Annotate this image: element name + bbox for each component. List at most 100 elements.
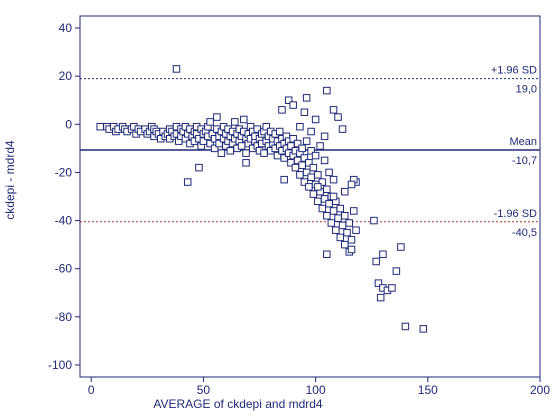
data-point (336, 233, 345, 242)
data-point (280, 154, 288, 162)
data-point (329, 207, 338, 215)
data-point (172, 65, 181, 73)
data-point (323, 250, 331, 259)
data-point (298, 144, 306, 153)
data-point (195, 163, 203, 172)
plot-frame (79, 15, 541, 378)
y-tick-label: -80 (55, 310, 73, 324)
data-point (296, 122, 304, 131)
data-point (327, 219, 336, 227)
data-point (302, 94, 311, 102)
x-tick-label: 50 (197, 383, 211, 397)
data-point (260, 149, 268, 157)
data-point (332, 226, 340, 234)
data-point (419, 325, 428, 333)
y-tick-label: 20 (59, 69, 73, 83)
x-axis-title: AVERAGE of ckdepi and mdrd4 (153, 397, 323, 411)
x-tick-label: 150 (418, 383, 438, 397)
data-point (226, 147, 235, 155)
reference-value-mean: -10,7 (512, 155, 537, 167)
data-point (341, 187, 349, 196)
data-point (314, 197, 322, 206)
data-point (300, 154, 309, 162)
data-point (280, 175, 288, 184)
data-point (206, 118, 214, 126)
data-point (329, 175, 338, 184)
data-point (305, 183, 313, 191)
data-point (309, 190, 318, 198)
data-point (298, 161, 306, 169)
data-point (311, 151, 320, 160)
data-point (370, 216, 378, 225)
data-point (240, 115, 248, 124)
data-point (275, 127, 284, 136)
y-tick-label: 0 (65, 117, 72, 131)
data-point (329, 106, 338, 114)
data-point (334, 214, 342, 222)
data-point (210, 144, 219, 153)
data-point (314, 183, 322, 191)
data-point (307, 127, 315, 136)
data-point (293, 139, 302, 148)
data-point (336, 204, 345, 213)
data-point (320, 156, 329, 165)
data-point (397, 243, 405, 251)
data-point (289, 134, 297, 143)
data-point (334, 113, 342, 121)
y-axis-title: ckdepi - mdrd4 (3, 140, 17, 220)
data-point (347, 180, 356, 189)
data-point (289, 101, 297, 109)
data-point (307, 147, 315, 155)
data-point (323, 212, 331, 220)
data-point (278, 106, 286, 114)
reference-value-sd-lower: -40,5 (512, 227, 537, 239)
data-point (305, 159, 313, 167)
y-tick-label: 40 (59, 21, 73, 35)
y-axis: 40 20 0 -20 -40 -60 -80 -100 (48, 21, 80, 372)
data-point (338, 221, 347, 230)
data-point (341, 212, 349, 220)
data-point (231, 118, 239, 126)
x-tick-label: 200 (530, 383, 550, 397)
data-point (302, 168, 311, 177)
data-point (242, 159, 250, 167)
data-point (307, 173, 315, 181)
data-point (316, 142, 324, 150)
data-point (284, 96, 293, 104)
data-point (300, 178, 309, 186)
data-point (183, 178, 192, 186)
data-point (323, 86, 331, 95)
data-point (325, 168, 333, 177)
data-point (311, 115, 320, 124)
data-point (237, 142, 246, 150)
data-point (352, 226, 360, 234)
data-point (350, 207, 358, 215)
data-point (341, 240, 349, 249)
data-point (213, 113, 221, 121)
data-point (323, 185, 331, 194)
reference-label-sd-upper: +1.96 SD (491, 65, 537, 77)
data-point (318, 204, 327, 213)
data-point (302, 137, 311, 145)
data-point (242, 149, 250, 157)
x-tick-label: 100 (306, 383, 326, 397)
y-tick-label: -100 (48, 358, 72, 372)
reference-label-sd-lower: -1.96 SD (494, 208, 537, 220)
data-point (96, 122, 104, 131)
data-point (217, 149, 226, 157)
data-point (376, 293, 385, 302)
data-point (338, 125, 347, 133)
data-point (320, 132, 329, 141)
reference-label-mean: Mean (509, 136, 537, 148)
data-point (206, 139, 214, 148)
y-tick-label: -60 (55, 262, 73, 276)
data-points (96, 65, 428, 333)
data-point (374, 279, 383, 287)
reference-lines: +1.96 SD 19,0 Mean -10,7 -1.96 SD -40,5 (80, 65, 540, 239)
data-point (343, 228, 351, 237)
data-point (329, 192, 338, 201)
data-point (318, 178, 327, 186)
data-point (296, 171, 304, 179)
